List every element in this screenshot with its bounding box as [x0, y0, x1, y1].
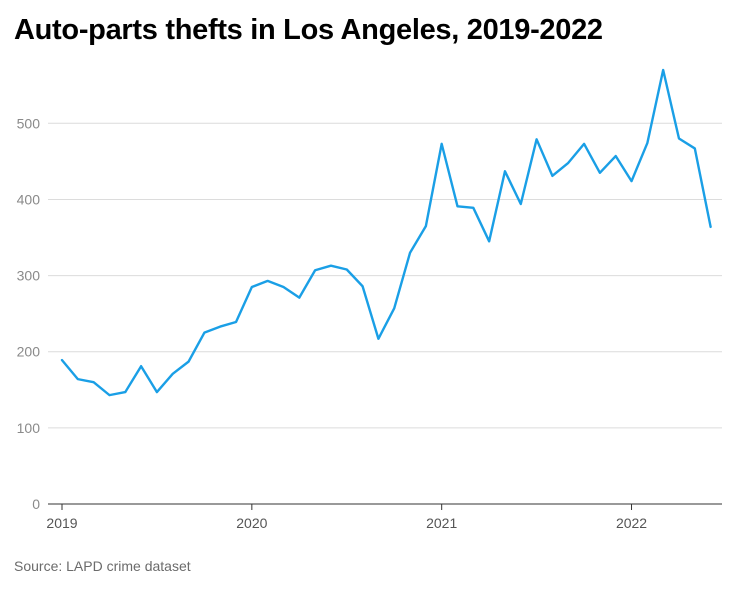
source-note: Source: LAPD crime dataset [14, 558, 191, 574]
y-tick-label-100: 100 [17, 420, 41, 436]
y-tick-label-200: 200 [17, 344, 41, 360]
chart-title: Auto-parts thefts in Los Angeles, 2019-2… [14, 14, 603, 46]
series-group [60, 68, 712, 397]
x-tick-label-2019: 2019 [46, 515, 77, 531]
x-tick-label-2022: 2022 [616, 515, 647, 531]
gridlines [48, 122, 722, 429]
x-axis: 2019 2020 2021 2022 [46, 503, 722, 531]
y-axis-ticks: 0 100 200 300 400 500 [17, 115, 41, 512]
y-tick-label-300: 300 [17, 268, 41, 284]
y-tick-label-0: 0 [32, 496, 40, 512]
x-tick-label-2020: 2020 [236, 515, 267, 531]
y-tick-label-500: 500 [17, 115, 41, 131]
x-tick-label-2021: 2021 [426, 515, 457, 531]
series-line-0 [60, 68, 712, 397]
y-tick-label-400: 400 [17, 191, 41, 207]
